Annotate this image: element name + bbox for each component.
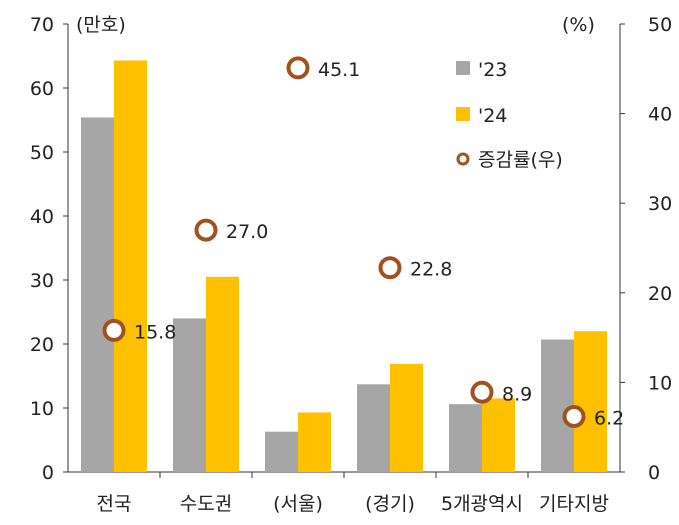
left-tick-label: 20 [30, 334, 54, 356]
legend: '23 '24 증감률(우) [456, 59, 563, 171]
bar-series-2023 [81, 117, 114, 472]
category-label: 기타지방 [539, 493, 609, 515]
left-tick-label: 30 [30, 270, 54, 292]
bars [81, 60, 607, 472]
rate-point [378, 256, 402, 280]
left-axis-unit: (만호) [76, 14, 126, 36]
bar-series-2024 [114, 60, 147, 472]
right-tick-label: 40 [648, 104, 672, 126]
legend-label-rate: 증감률(우) [478, 149, 563, 171]
right-tick-label: 50 [648, 14, 672, 36]
category-label: 5개광역시 [441, 493, 523, 515]
left-tick-label: 50 [30, 142, 54, 164]
left-tick-label: 60 [30, 78, 54, 100]
bar-series-2024 [298, 412, 331, 472]
legend-label-2023: '23 [478, 59, 507, 81]
rate-data-label: 8.9 [502, 383, 532, 405]
right-tick-label: 0 [648, 462, 660, 484]
bar-series-2024 [390, 363, 423, 472]
rate-data-label: 6.2 [594, 407, 624, 429]
rate-point [562, 404, 586, 428]
rate-point [102, 318, 126, 342]
right-tick-label: 20 [648, 283, 672, 305]
category-label: 수도권 [180, 493, 232, 515]
rate-data-label: 22.8 [410, 259, 452, 281]
bar-series-2024 [574, 331, 607, 472]
bar-series-2023 [173, 318, 206, 472]
category-label: 전국 [97, 493, 132, 515]
bar-series-2023 [541, 339, 574, 472]
left-tick-label: 0 [42, 462, 54, 484]
rate-point [470, 380, 494, 404]
right-axis-unit: (%) [562, 14, 595, 36]
legend-label-2024: '24 [478, 105, 507, 127]
bar-series-2023 [449, 404, 482, 472]
bar-series-2024 [482, 398, 515, 472]
bar-series-2024 [206, 276, 239, 472]
rate-data-label: 27.0 [226, 221, 268, 243]
bar-series-2023 [357, 384, 390, 472]
category-label: (서울) [273, 493, 323, 515]
rate-point [194, 218, 218, 242]
rate-data-label: 15.8 [134, 321, 176, 343]
left-tick-label: 40 [30, 206, 54, 228]
legend-swatch-2023 [456, 61, 470, 75]
rate-point [286, 56, 310, 80]
rate-points: 15.8 27.0 45.1 22.8 8.9 6.2 [102, 56, 624, 429]
right-tick-label: 30 [648, 193, 672, 215]
legend-swatch-2024 [456, 107, 470, 121]
rate-data-label: 45.1 [318, 59, 360, 81]
legend-marker-rate [456, 152, 470, 166]
right-tick-label: 10 [648, 372, 672, 394]
left-tick-label: 70 [30, 14, 54, 36]
axes: 0 10 20 30 40 50 60 70 0 10 20 30 40 50 (만호) (%) 전국 수도권 (서… [30, 14, 672, 515]
bar-series-2023 [265, 431, 298, 472]
left-tick-label: 10 [30, 398, 54, 420]
category-label: (경기) [365, 493, 415, 515]
